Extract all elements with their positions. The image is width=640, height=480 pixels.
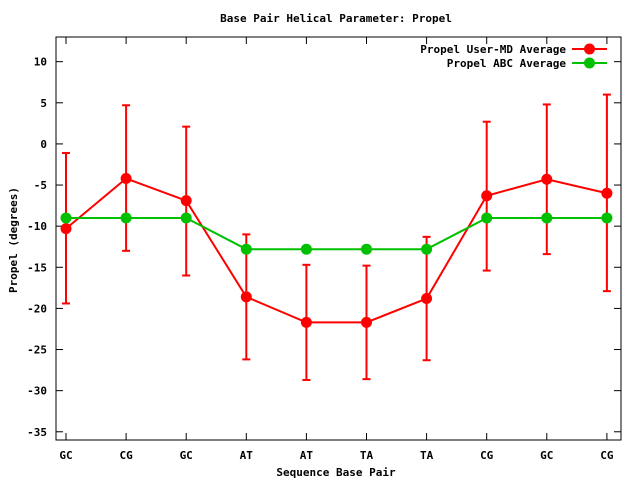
data-point: [541, 212, 553, 224]
x-tick-label: CG: [119, 449, 133, 462]
y-tick-label: -20: [27, 302, 47, 315]
data-point: [361, 316, 372, 328]
y-tick-label: -35: [27, 426, 47, 439]
data-point: [60, 223, 72, 235]
data-point: [240, 291, 252, 303]
x-tick-label: GC: [180, 449, 193, 462]
legend-swatch-point: [584, 43, 595, 55]
data-point: [180, 195, 192, 207]
x-axis-label: Sequence Base Pair: [276, 466, 396, 479]
legend-label: Propel User-MD Average: [420, 43, 566, 56]
x-tick-label: GC: [59, 449, 72, 462]
data-point: [300, 316, 312, 328]
data-point: [541, 173, 553, 185]
y-tick-label: -10: [27, 220, 47, 233]
data-point: [180, 212, 192, 224]
data-point: [300, 243, 312, 255]
series-line: [65, 177, 608, 324]
x-tick-label: AT: [240, 449, 254, 462]
data-point: [601, 212, 613, 224]
y-axis-label: Propel (degrees): [7, 187, 20, 293]
y-tick-label: 0: [40, 138, 47, 151]
data-point: [421, 243, 433, 255]
x-axis-ticks: GC CG GC AT AT TA TA CG GC CG: [59, 37, 614, 462]
data-point: [481, 190, 493, 202]
legend-label: Propel ABC Average: [447, 57, 567, 70]
series-1: [60, 212, 613, 255]
x-tick-label: CG: [600, 449, 614, 462]
data-point: [601, 187, 613, 199]
data-point: [421, 293, 433, 305]
y-tick-label: 10: [34, 56, 47, 69]
x-tick-label: GC: [540, 449, 553, 462]
x-tick-label: AT: [300, 449, 314, 462]
legend-swatch-point: [584, 57, 595, 69]
chart-title: Base Pair Helical Parameter: Propel: [220, 12, 452, 25]
data-point: [240, 243, 252, 255]
y-tick-label: 5: [40, 97, 47, 110]
data-point: [481, 212, 493, 224]
series-line: [66, 216, 607, 251]
x-tick-label: CG: [480, 449, 494, 462]
y-tick-label: -15: [27, 261, 47, 274]
x-tick-label: TA: [420, 449, 434, 462]
series-layer: [60, 93, 613, 381]
plot-frame: [55, 36, 622, 441]
y-tick-label: -5: [34, 179, 47, 192]
data-point: [120, 212, 132, 224]
y-tick-label: -30: [27, 385, 47, 398]
y-axis-ticks: 10 5 0 -5 -10 -15 -20 -25 -30 -35: [27, 56, 621, 439]
y-tick-label: -25: [27, 344, 47, 357]
data-point: [120, 172, 132, 184]
data-point: [361, 243, 372, 255]
series-0: [60, 93, 613, 381]
data-point: [60, 212, 72, 224]
x-tick-label: TA: [360, 449, 374, 462]
